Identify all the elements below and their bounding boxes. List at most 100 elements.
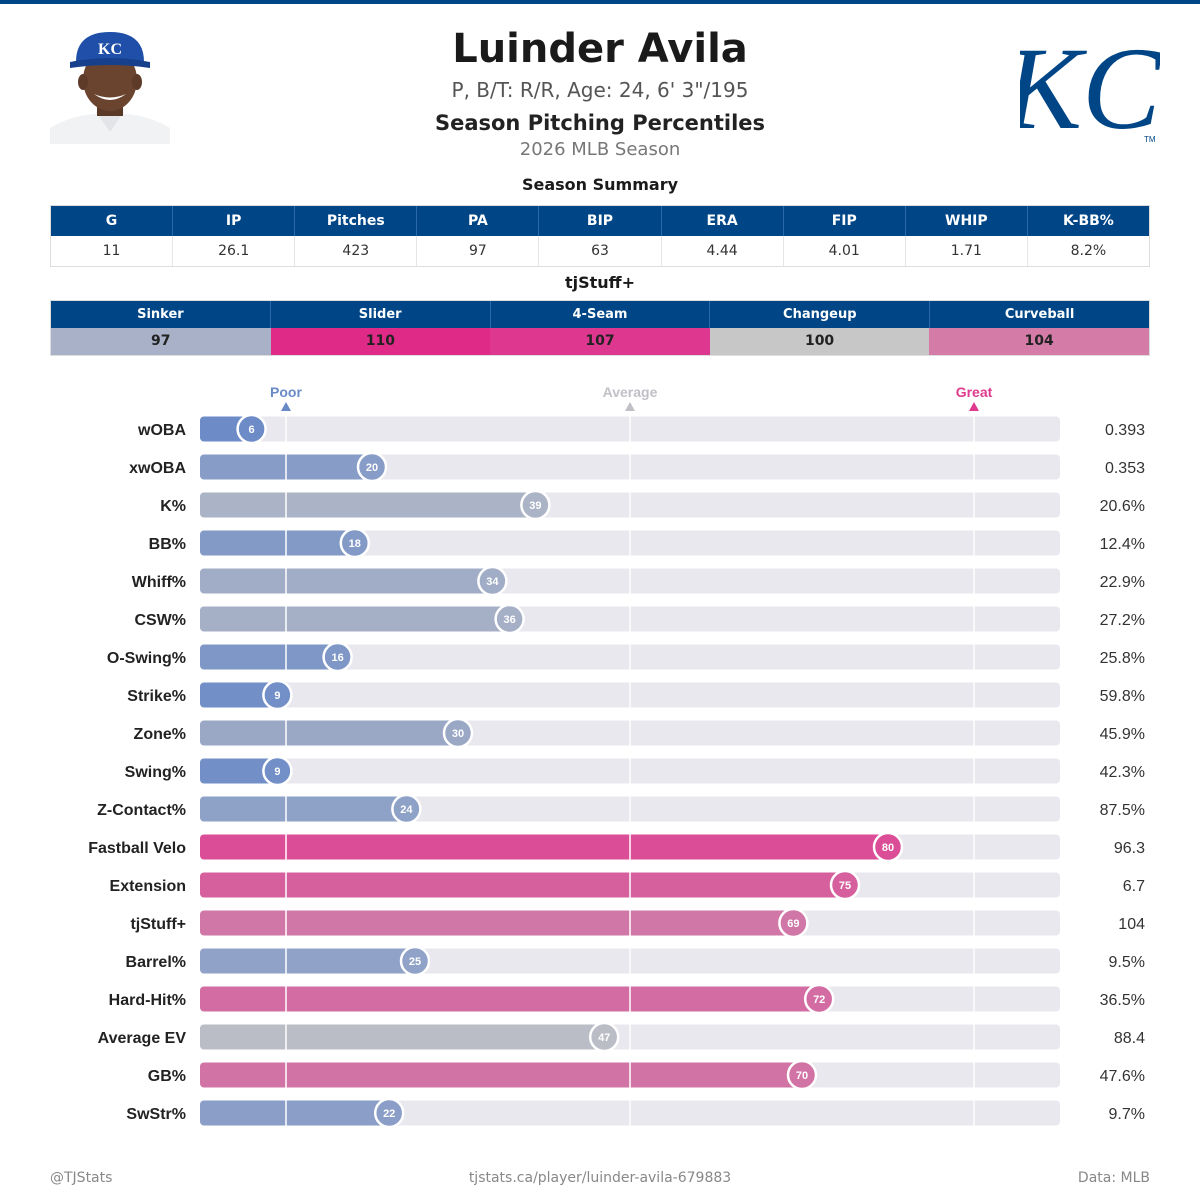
metric-label: Average EV — [98, 1030, 187, 1047]
summary-cell: 97 — [417, 236, 540, 266]
metric-label: BB% — [149, 536, 186, 553]
percentile-marker — [236, 413, 267, 445]
metric-label: K% — [160, 498, 186, 515]
tjstuff-pitch-value: 107 — [490, 328, 710, 355]
reference-label-great: Great — [956, 384, 993, 400]
summary-col-header: Pitches — [295, 206, 418, 236]
percentile-value: 9 — [274, 766, 280, 778]
percentile-bar — [200, 1024, 605, 1050]
percentile-value: 36 — [503, 614, 515, 626]
percentile-bar — [200, 910, 794, 936]
percentile-value: 75 — [839, 880, 851, 892]
percentile-marker — [778, 907, 809, 939]
summary-header-row: G IP Pitches PA BIP ERA FIP WHIP K-BB% — [51, 206, 1149, 236]
summary-cell: 63 — [539, 236, 662, 266]
metric-label: Hard-Hit% — [109, 992, 186, 1009]
summary-value-row: 11 26.1 423 97 63 4.44 4.01 1.71 8.2% — [51, 236, 1149, 266]
summary-col-header: FIP — [783, 206, 906, 236]
metric-value: 27.2% — [1100, 612, 1145, 629]
reference-marker-poor — [281, 402, 291, 411]
percentile-bar — [200, 834, 888, 860]
percentile-value: 9 — [274, 690, 280, 702]
percentile-value: 30 — [452, 728, 464, 740]
percentile-bar — [200, 530, 355, 556]
metric-value: 87.5% — [1100, 802, 1145, 819]
svg-text:KC: KC — [1020, 23, 1160, 150]
player-headshot: KC — [50, 24, 170, 144]
reference-label-poor: Poor — [270, 384, 302, 400]
metric-value: 104 — [1118, 916, 1145, 933]
percentile-bar — [200, 758, 278, 784]
summary-cell: 1.71 — [905, 236, 1028, 266]
player-bio: P, B/T: R/R, Age: 24, 6' 3"/195 — [451, 78, 749, 102]
summary-cell: 11 — [51, 236, 174, 266]
percentile-value: 6 — [249, 424, 255, 436]
percentile-marker — [356, 451, 388, 483]
summary-cell: 423 — [295, 236, 418, 266]
metric-label: Strike% — [127, 688, 186, 705]
metric-value: 36.5% — [1100, 992, 1145, 1009]
percentile-value: 25 — [409, 956, 421, 968]
summary-col-header: PA — [417, 206, 540, 236]
tjstuff-title: tjStuff+ — [564, 273, 636, 292]
percentile-marker — [494, 603, 525, 635]
footer-url[interactable]: tjstats.ca/player/luinder-avila-679883 — [468, 1170, 732, 1186]
metric-label: Whiff% — [132, 574, 186, 591]
metric-value: 42.3% — [1100, 764, 1145, 781]
percentile-marker — [262, 679, 293, 711]
tjstuff-pitch-header: Changeup — [710, 301, 931, 328]
reference-label-average: Average — [603, 384, 658, 400]
svg-text:TM: TM — [1144, 135, 1156, 144]
footer-handle: @TJStats — [50, 1170, 113, 1186]
summary-col-header: K-BB% — [1027, 206, 1149, 236]
tjstuff-pitch-header: Curveball — [930, 301, 1149, 328]
percentile-value: 34 — [486, 576, 499, 588]
percentile-bar — [200, 1100, 390, 1126]
metric-label: Barrel% — [126, 954, 186, 971]
percentile-marker — [829, 869, 861, 901]
percentile-value: 22 — [383, 1108, 395, 1120]
summary-cell: 4.01 — [783, 236, 906, 266]
metric-value: 25.8% — [1100, 650, 1145, 667]
metric-value: 59.8% — [1100, 688, 1145, 705]
metric-value: 47.6% — [1100, 1068, 1145, 1085]
summary-col-header: WHIP — [905, 206, 1028, 236]
percentile-marker — [803, 983, 835, 1015]
percentile-marker — [262, 755, 293, 787]
season-summary-table: G IP Pitches PA BIP ERA FIP WHIP K-BB% 11 26.1 423… — [50, 205, 1150, 267]
metric-value: 12.4% — [1100, 536, 1145, 553]
metric-label: SwStr% — [126, 1106, 186, 1123]
percentile-value: 18 — [349, 538, 361, 550]
tjstuff-value-row: 97 110 107 100 104 — [51, 328, 1149, 355]
top-rule — [0, 0, 1200, 4]
percentile-value: 80 — [882, 842, 894, 854]
summary-title: Season Summary — [521, 175, 679, 194]
metric-value: 45.9% — [1100, 726, 1145, 743]
svg-text:KC: KC — [98, 41, 122, 58]
summary-cell: 26.1 — [173, 236, 296, 266]
tjstuff-pitch-header: Sinker — [51, 301, 271, 328]
summary-col-header: ERA — [661, 206, 784, 236]
summary-col-header: BIP — [539, 206, 662, 236]
percentile-chart: Poor Average Great wOBA 6 0.393 xwOBA 20 0.353 K%… — [88, 384, 1145, 1129]
percentile-bar — [200, 492, 536, 518]
metric-label: Zone% — [134, 726, 186, 743]
percentile-marker — [373, 1097, 405, 1129]
metric-value: 6.7 — [1123, 878, 1145, 895]
tjstuff-pitch-header: 4-Seam — [490, 301, 711, 328]
percentile-value: 69 — [787, 918, 799, 930]
percentile-value: 47 — [598, 1032, 610, 1044]
percentile-bar — [200, 644, 338, 670]
percentile-value: 70 — [796, 1070, 808, 1082]
percentile-value: 16 — [331, 652, 343, 664]
percentile-marker — [442, 717, 474, 749]
metric-value: 96.3 — [1114, 840, 1145, 857]
tjstuff-pitch-value: 100 — [709, 328, 930, 355]
percentile-bar — [200, 720, 458, 746]
metric-value: 0.393 — [1105, 422, 1145, 439]
percentile-marker — [786, 1059, 818, 1091]
percentile-marker — [322, 641, 353, 673]
metric-value: 9.7% — [1109, 1106, 1145, 1123]
summary-cell: 8.2% — [1027, 236, 1149, 266]
metric-label: Extension — [110, 878, 186, 895]
